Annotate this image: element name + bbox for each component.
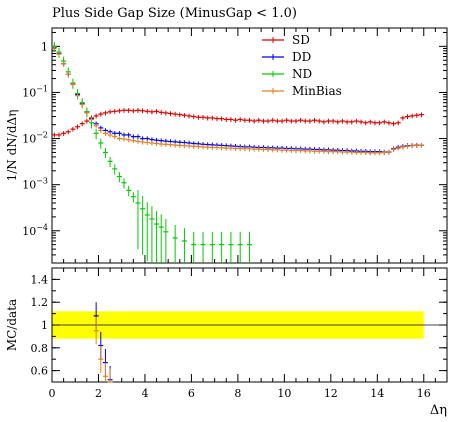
series-sd: [51, 108, 424, 138]
legend-label: ND: [292, 67, 312, 81]
legend-entry-dd: DD: [262, 50, 311, 64]
x-tick-label: 2: [95, 387, 102, 400]
x-tick-label: 4: [141, 387, 148, 400]
y-tick-label: 10−2: [22, 131, 48, 146]
legend-label: MinBias: [292, 84, 342, 98]
ratio-y-tick-label: 0.6: [31, 365, 49, 378]
series-dd: [51, 45, 424, 155]
y-axis-label: 1/N dN/dΔη: [5, 110, 19, 182]
x-tick-label: 12: [324, 387, 338, 400]
ratio-y-tick-label: 1.4: [31, 273, 49, 286]
legend-entry-minbias: MinBias: [262, 84, 342, 98]
ratio-series-minbias: [93, 317, 113, 383]
x-tick-label: 8: [234, 387, 241, 400]
ratio-y-axis-label: MC/data: [5, 299, 19, 351]
ratio-panel: 0.6 0.8 1 1.2 1.4 0 2 4 6 8 10 12 14 16 MC/data Δη: [5, 267, 448, 418]
ratio-y-tick-label: 1.2: [31, 296, 49, 309]
x-tick-label: 10: [277, 387, 291, 400]
legend-label: SD: [292, 33, 310, 47]
chart-title: Plus Side Gap Size (MinusGap < 1.0): [52, 6, 297, 21]
main-panel: 1 10−1 10−2 10−3 10−4 1/N dN/dΔη: [5, 27, 448, 264]
y-tick-label: 10−4: [22, 223, 48, 238]
y-tick-label: 10−1: [22, 84, 48, 99]
x-tick-label: 0: [49, 387, 56, 400]
series-minbias: [51, 45, 424, 156]
ratio-y-tick-label: 1: [41, 319, 48, 332]
x-axis-label: Δη: [430, 403, 447, 418]
x-tick-label: 6: [188, 387, 195, 400]
y-tick-label: 10−3: [22, 177, 48, 192]
ratio-y-tick-label: 0.8: [31, 342, 49, 355]
x-tick-label: 14: [370, 387, 384, 400]
series-nd: [51, 41, 252, 263]
legend: SD DD ND MinBias: [262, 33, 342, 98]
legend-entry-sd: SD: [262, 33, 310, 47]
x-tick-label: 16: [417, 387, 431, 400]
legend-entry-nd: ND: [262, 67, 312, 81]
legend-label: DD: [292, 50, 311, 64]
y-tick-label: 1: [41, 40, 48, 53]
